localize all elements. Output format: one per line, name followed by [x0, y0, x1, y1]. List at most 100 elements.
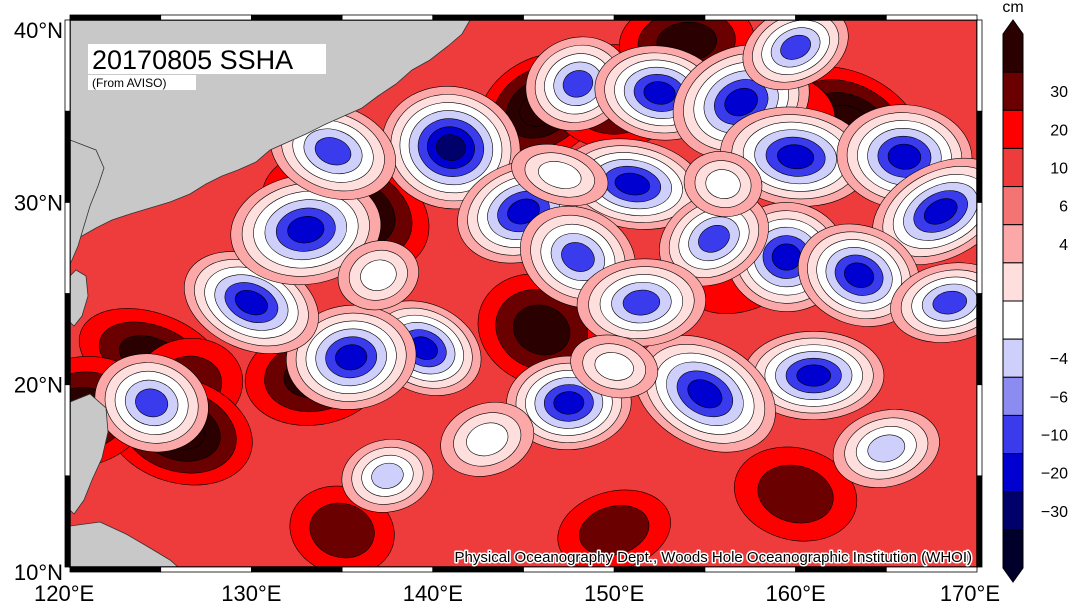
frame-band-bottom	[613, 566, 706, 573]
anomaly-ring	[135, 388, 169, 418]
anomaly-feature	[576, 258, 707, 347]
colorbar-bin	[1002, 186, 1024, 226]
anomaly-feature	[557, 489, 671, 567]
colorbar-tick-label: 30	[1050, 84, 1068, 101]
credit-text: Physical Oceanography Dept., Woods Hole …	[455, 549, 972, 566]
frame-band-top	[795, 14, 887, 21]
frame-band-left	[64, 384, 71, 477]
anomaly-ring	[562, 70, 594, 98]
colorbar-tick-label: −30	[1041, 504, 1068, 521]
anomaly-feature	[285, 304, 417, 410]
land-luzon	[70, 393, 109, 515]
anomaly-ring	[705, 169, 741, 199]
colorbar-bin	[1002, 491, 1024, 531]
colorbar-bin	[1002, 529, 1024, 583]
land-china-coast	[70, 139, 105, 265]
anomaly-ring	[594, 352, 634, 381]
anomaly-feature	[559, 138, 705, 230]
anomaly-ring	[867, 434, 906, 463]
colorbar-bins	[1002, 19, 1024, 583]
map-subtitle: (From AVISO)	[92, 76, 166, 90]
longitude-axis: 120°E 130°E 140°E 150°E 160°E 170°E	[34, 581, 1000, 606]
anomaly-ring	[796, 364, 832, 387]
colorbar-bin	[1002, 300, 1024, 340]
colorbar-bin	[1002, 224, 1024, 264]
anomaly-feature	[230, 174, 382, 286]
anomaly-feature	[94, 353, 209, 453]
lon-tick-label: 160°E	[766, 581, 826, 606]
map-title: 20170805 SSHA	[92, 45, 293, 75]
title-box: 20170805 SSHA (From AVISO)	[88, 44, 326, 90]
anomaly-ring	[436, 134, 466, 161]
frame-band-left	[64, 475, 71, 568]
title-background	[88, 44, 326, 74]
anomaly-ring	[335, 344, 368, 371]
colorbar-bin	[1002, 376, 1024, 416]
anomaly-feature	[570, 334, 659, 399]
anomaly-ring	[466, 422, 509, 457]
anomaly-feature	[734, 446, 858, 542]
anomaly-ring	[538, 161, 582, 189]
anomaly-ring	[724, 87, 758, 117]
colorbar-tick-label: −4	[1050, 351, 1068, 368]
frame-band-left	[64, 201, 71, 294]
map-plot-area	[70, 20, 977, 567]
colorbar-tick-label: 10	[1050, 161, 1068, 178]
lon-tick-label: 140°E	[403, 581, 463, 606]
anomaly-feature	[683, 151, 763, 217]
frame-band-bottom	[69, 566, 162, 573]
colorbar-tick-label: −6	[1050, 389, 1068, 406]
anomaly-ring	[561, 242, 595, 272]
colorbar-tick-label: 20	[1050, 122, 1068, 139]
colorbar-bin	[1002, 338, 1024, 378]
anomaly-feature	[890, 262, 977, 343]
colorbar-tick-label: −10	[1041, 428, 1068, 445]
anomaly-feature	[341, 439, 434, 513]
anomaly-ring	[579, 505, 650, 556]
frame-tick-bands	[64, 14, 983, 573]
frame-band-bottom	[704, 566, 797, 573]
lon-tick-label: 130°E	[221, 581, 281, 606]
land-taiwan	[70, 269, 89, 327]
anomaly-feature	[797, 223, 921, 327]
frame-band-bottom	[795, 566, 887, 573]
frame-band-right	[976, 384, 983, 477]
lat-tick-label: 20°N	[14, 373, 63, 398]
colorbar-tick-label: 4	[1059, 237, 1068, 254]
anomaly-ring	[757, 464, 834, 524]
latitude-axis: 10°N 20°N 30°N 40°N	[14, 18, 63, 585]
anomaly-ring	[287, 216, 325, 244]
anomaly-ring	[780, 34, 811, 60]
colorbar: cm 30 20 10 6 4 −4 −6 −10 −20 −30	[1002, 0, 1068, 583]
lon-tick-label: 120°E	[34, 581, 94, 606]
frame-band-right	[976, 19, 983, 112]
anomaly-feature	[743, 331, 885, 421]
anomaly-ring	[698, 224, 730, 253]
anomaly-feature	[440, 402, 535, 477]
frame-band-top	[885, 14, 978, 21]
frame-band-top	[704, 14, 797, 21]
anomaly-ring	[507, 198, 540, 225]
lat-tick-label: 40°N	[14, 18, 63, 43]
lon-tick-label: 170°E	[940, 581, 1000, 606]
frame-band-right	[976, 293, 983, 386]
colorbar-bin	[1002, 262, 1024, 302]
colorbar-bin	[1002, 453, 1024, 493]
frame-band-bottom	[250, 566, 343, 573]
colorbar-bin	[1002, 19, 1024, 73]
frame-band-top	[69, 14, 162, 21]
frame-band-top	[432, 14, 524, 21]
anomaly-feature	[872, 157, 977, 265]
frame-band-bottom	[432, 566, 524, 573]
anomaly-feature	[337, 240, 420, 311]
anomaly-feature	[511, 143, 609, 206]
anomaly-feature	[659, 191, 769, 287]
anomaly-ring	[234, 289, 268, 316]
subtitle-background	[88, 75, 196, 90]
colorbar-tick-label: 6	[1059, 199, 1068, 216]
frame-band-top	[160, 14, 252, 21]
anomaly-ring	[371, 462, 404, 489]
colorbar-bin	[1002, 414, 1024, 455]
frame-band-right	[976, 475, 983, 568]
